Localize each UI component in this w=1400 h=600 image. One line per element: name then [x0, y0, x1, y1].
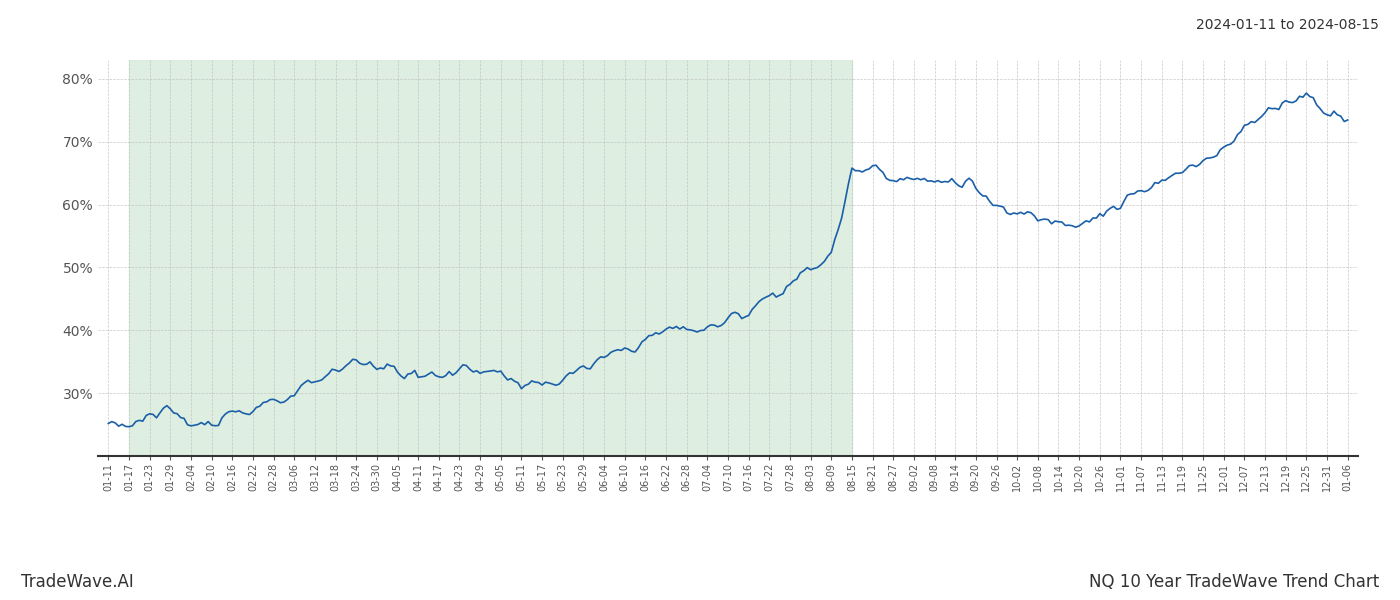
Text: TradeWave.AI: TradeWave.AI — [21, 573, 134, 591]
Bar — [129, 60, 853, 456]
Text: 2024-01-11 to 2024-08-15: 2024-01-11 to 2024-08-15 — [1196, 18, 1379, 32]
Text: NQ 10 Year TradeWave Trend Chart: NQ 10 Year TradeWave Trend Chart — [1089, 573, 1379, 591]
